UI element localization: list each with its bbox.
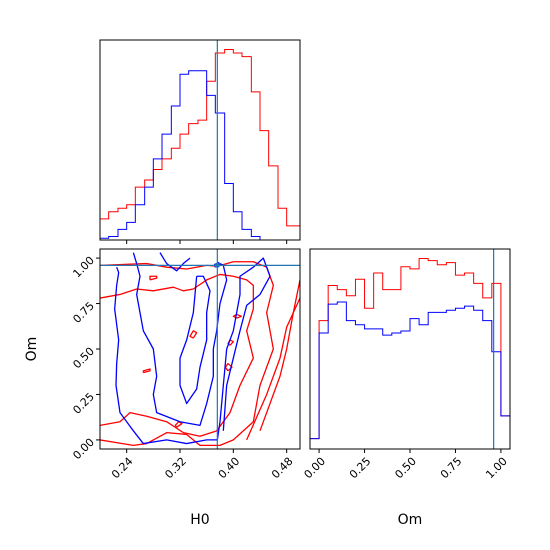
histogram-red-series <box>309 258 511 449</box>
contour-red <box>149 275 158 281</box>
contour-red <box>246 297 300 441</box>
truth-marker <box>214 262 220 268</box>
contour-red <box>189 330 198 339</box>
x-tick-label: 0.75 <box>438 455 465 482</box>
axes-frame <box>99 248 301 450</box>
contour-red <box>100 273 254 437</box>
y-tick-label: 0.75 <box>70 299 97 326</box>
contour-red <box>259 279 300 432</box>
histogram-blue-series <box>309 301 511 449</box>
contour-group <box>100 252 300 447</box>
contour-red <box>142 368 151 374</box>
axes-frame <box>309 248 511 450</box>
hist-Om-panel: 0.00 0.25 0.50 0.75 1.00 <box>302 248 511 482</box>
contour-H0-Om-panel: 0.24 0.32 0.40 0.48 0.00 0.25 0.50 0.75 1.00 <box>70 248 301 482</box>
x-axis-label-H0: H0 <box>190 512 209 528</box>
y-tick-label: 1.00 <box>70 254 97 281</box>
x-tick-label: 0.50 <box>392 455 419 482</box>
histogram-blue-series <box>99 70 300 241</box>
x-tick-label: 0.32 <box>162 455 189 482</box>
y-tick-label: 0.50 <box>70 345 97 372</box>
axes-frame <box>99 39 301 241</box>
x-tick-label: 0.40 <box>216 455 243 482</box>
x-tick-label: 0.00 <box>302 455 329 482</box>
contour-red <box>100 261 274 447</box>
y-tick-label: 0.00 <box>70 436 97 463</box>
y-axis-label-Om: Om <box>24 337 40 362</box>
x-tick-label: 0.48 <box>269 455 296 482</box>
x-tick-label: 0.24 <box>109 455 136 482</box>
histogram-red-series <box>99 49 301 240</box>
contour-blue <box>159 252 191 272</box>
x-axis-label-Om: Om <box>398 512 423 528</box>
x-tick-label: 0.25 <box>347 455 374 482</box>
contour-blue <box>132 252 228 427</box>
contour-red <box>232 313 242 319</box>
contour-blue <box>114 257 271 445</box>
y-tick-label: 0.25 <box>70 390 97 417</box>
hist-H0-panel <box>99 39 301 244</box>
x-tick-label: 1.00 <box>483 455 510 482</box>
contour-blue <box>179 275 211 405</box>
